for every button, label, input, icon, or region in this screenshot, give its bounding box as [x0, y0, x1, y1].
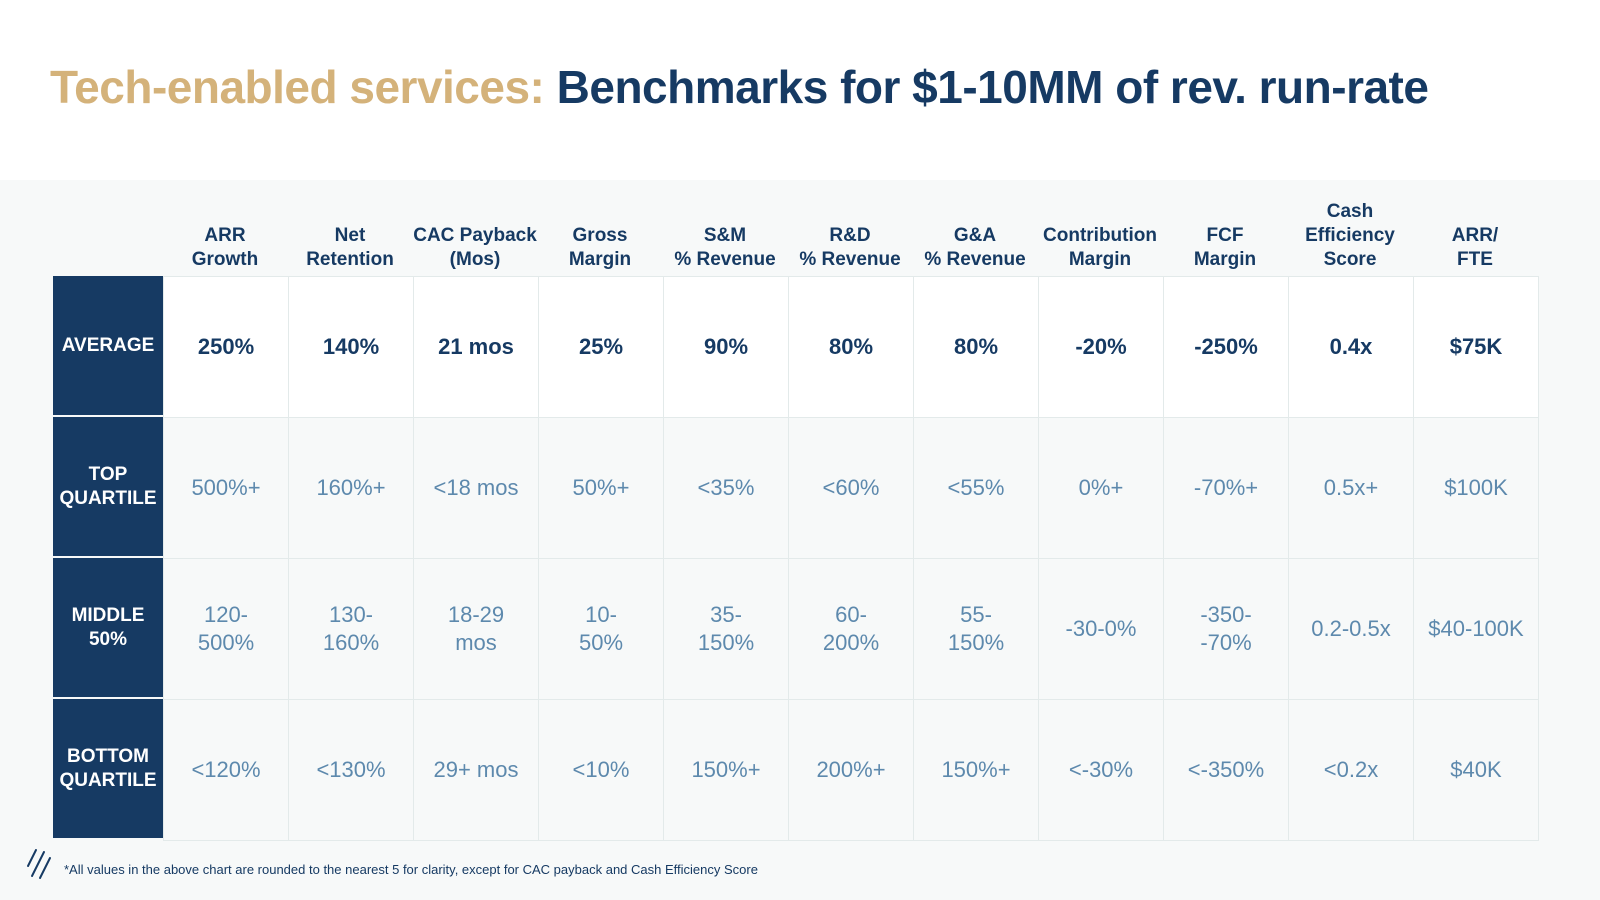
column-header: ARR/ FTE — [1451, 225, 1499, 270]
table-cell: $40K — [1413, 699, 1539, 841]
table-cell: 140% — [288, 276, 414, 418]
table-cell: 200%+ — [788, 699, 914, 841]
benchmark-table: AVERAGE 250% 140% 21 mos 25% 90% 80% 80% -20% -25… — [53, 276, 1539, 841]
table-cell: $75K — [1413, 276, 1539, 418]
table-cell: 35- 150% — [663, 558, 789, 700]
table-cell: 0.5x+ — [1288, 417, 1414, 559]
table-cell: 50%+ — [538, 417, 664, 559]
table-cell: -30-0% — [1038, 558, 1164, 700]
table-cell: 55- 150% — [913, 558, 1039, 700]
table-cell: 90% — [663, 276, 789, 418]
table-cell: <-30% — [1038, 699, 1164, 841]
table-cell: <-350% — [1163, 699, 1289, 841]
footnote: *All values in the above chart are round… — [64, 862, 758, 877]
table-cell: <55% — [913, 417, 1039, 559]
title-accent: Tech-enabled services: — [50, 61, 545, 113]
column-header: ARR Growth — [191, 225, 259, 270]
table-cell: 160%+ — [288, 417, 414, 559]
table-cell: -350- -70% — [1163, 558, 1289, 700]
column-header: Cash Efficiency Score — [1305, 201, 1395, 270]
table-cell: 25% — [538, 276, 664, 418]
table-cell: <10% — [538, 699, 664, 841]
column-header: FCF Margin — [1193, 225, 1257, 270]
table-cell: -70%+ — [1163, 417, 1289, 559]
table-cell: 0.4x — [1288, 276, 1414, 418]
table-cell: 80% — [913, 276, 1039, 418]
table-cell: 29+ mos — [413, 699, 539, 841]
column-header: CAC Payback (Mos) — [413, 225, 537, 270]
table-cell: 10- 50% — [538, 558, 664, 700]
table-cell: $100K — [1413, 417, 1539, 559]
column-header: Net Retention — [306, 225, 394, 270]
title-main: Benchmarks for $1-10MM of rev. run-rate — [556, 61, 1429, 113]
column-header: S&M % Revenue — [674, 225, 776, 270]
table-cell: $40-100K — [1413, 558, 1539, 700]
table-cell: 21 mos — [413, 276, 539, 418]
table-cell: 80% — [788, 276, 914, 418]
row-header: TOP QUARTILE — [53, 417, 163, 558]
table-cell: 500%+ — [163, 417, 289, 559]
row-header: BOTTOM QUARTILE — [53, 699, 163, 840]
column-header: R&D % Revenue — [799, 225, 901, 270]
table-cell: 60- 200% — [788, 558, 914, 700]
page-title: Tech-enabled services: Benchmarks for $1… — [50, 60, 1429, 114]
table-cell: <120% — [163, 699, 289, 841]
column-header: Contribution Margin — [1043, 225, 1157, 270]
table-cell: 18-29 mos — [413, 558, 539, 700]
table-cell: <18 mos — [413, 417, 539, 559]
row-header: AVERAGE — [53, 276, 163, 417]
table-cell: 120- 500% — [163, 558, 289, 700]
table-cell: 150%+ — [913, 699, 1039, 841]
column-header: Gross Margin — [568, 225, 632, 270]
table-cell: <130% — [288, 699, 414, 841]
table-cell: -250% — [1163, 276, 1289, 418]
table-cell: <60% — [788, 417, 914, 559]
brand-logo-icon — [27, 849, 51, 879]
column-header: G&A % Revenue — [924, 225, 1026, 270]
table-cell: 250% — [163, 276, 289, 418]
table-cell: -20% — [1038, 276, 1164, 418]
table-cell: <0.2x — [1288, 699, 1414, 841]
table-cell: 0.2-0.5x — [1288, 558, 1414, 700]
row-header: MIDDLE 50% — [53, 558, 163, 699]
table-cell: 130- 160% — [288, 558, 414, 700]
table-cell: 0%+ — [1038, 417, 1164, 559]
table-cell: <35% — [663, 417, 789, 559]
table-cell: 150%+ — [663, 699, 789, 841]
